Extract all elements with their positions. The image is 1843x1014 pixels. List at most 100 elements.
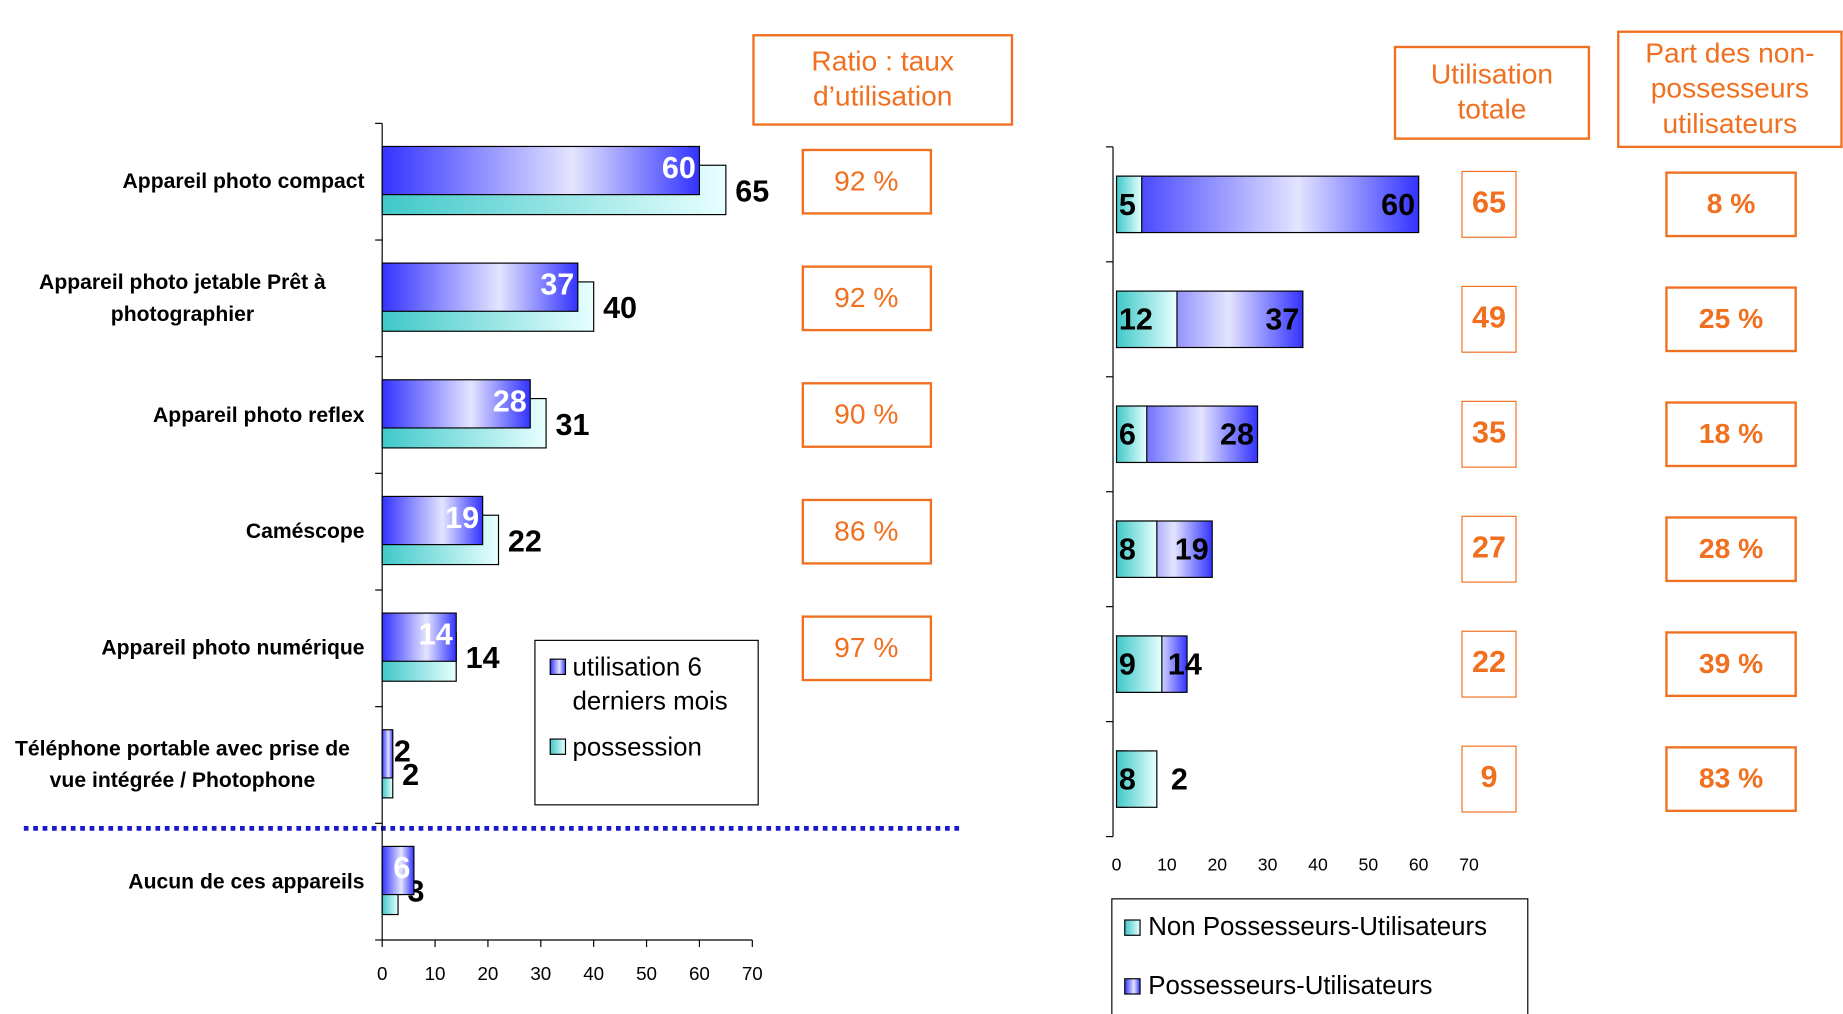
data-label: 60 — [662, 151, 696, 185]
legend-label: Possesseurs-Utilisateurs — [1148, 972, 1432, 1000]
ratio-box — [801, 615, 933, 682]
bar — [1115, 175, 1143, 234]
data-label: 2 — [394, 734, 411, 768]
total-box — [1461, 170, 1517, 238]
total-box — [1461, 745, 1517, 813]
data-label: 37 — [540, 268, 574, 302]
legend-label-wrap: possession — [573, 730, 755, 800]
bar — [1115, 290, 1178, 349]
share-title: Part des non-possesseurs utilisateurs — [1645, 37, 1815, 140]
ratio-label: 86 % — [834, 514, 898, 546]
x-tick-label: 30 — [530, 963, 551, 984]
category-label-wrap: Appareil photo compact — [0, 135, 365, 229]
x-tick-label: 50 — [636, 963, 657, 984]
share-label: 8 % — [1707, 187, 1756, 219]
data-label: 65 — [735, 175, 769, 209]
total-box — [1461, 630, 1517, 698]
legend-label-box: utilisation 6 derniers mois — [573, 650, 755, 720]
share-box — [1665, 401, 1797, 468]
share-title-frame — [1617, 30, 1843, 149]
bar — [1115, 175, 1420, 234]
ratio-box — [801, 498, 933, 565]
category-label: Appareil photo reflex — [153, 402, 365, 427]
x-tick-label: 70 — [1459, 855, 1479, 875]
share-box — [1665, 171, 1797, 238]
total-label: 22 — [1472, 645, 1506, 679]
data-label: 28 — [1220, 418, 1254, 452]
category-label-box: Caméscope — [245, 519, 365, 543]
share-box — [1665, 286, 1797, 353]
share-label: 25 % — [1699, 302, 1763, 334]
data-label: 8 — [1119, 533, 1136, 567]
total-label: 27 — [1472, 530, 1506, 564]
data-label: 28 — [493, 384, 527, 418]
data-label: 6 — [1119, 418, 1136, 452]
bar — [1115, 520, 1158, 578]
ratio-label: 92 % — [834, 281, 898, 313]
bar — [381, 145, 701, 196]
x-tick-label: 20 — [477, 963, 498, 984]
total-label: 35 — [1472, 415, 1506, 449]
x-tick-label: 0 — [377, 963, 387, 984]
category-label-wrap: Appareil photo jetable Prêt à photograph… — [0, 251, 364, 345]
data-label: 8 — [1119, 763, 1136, 797]
category-label: Appareil photo jetable Prêt à photograph… — [39, 270, 326, 326]
data-label: 12 — [1119, 303, 1153, 337]
x-tick-label: 10 — [425, 963, 446, 984]
data-label: 14 — [419, 618, 453, 652]
bar — [381, 379, 531, 429]
bar — [381, 845, 415, 896]
legend-swatch — [549, 738, 567, 755]
data-label: 2 — [402, 758, 419, 792]
legend-label-box: possession — [573, 730, 755, 800]
total-box — [1461, 400, 1517, 468]
ratio-box — [801, 148, 933, 215]
total-title-frame — [1393, 45, 1591, 140]
total-box — [1461, 285, 1517, 353]
category-label-wrap: Aucun de ces appareils — [0, 835, 364, 929]
legend-label: utilisation 6 derniers mois — [572, 652, 728, 716]
category-label: Appareil photo numérique — [101, 635, 365, 660]
ratio-label: 97 % — [834, 631, 898, 663]
ratio-box — [801, 265, 933, 332]
bar — [381, 262, 579, 312]
data-label: 5 — [1119, 188, 1136, 222]
total-label: 49 — [1472, 300, 1506, 334]
category-label-wrap: Appareil photo reflex — [0, 368, 365, 462]
legend — [1111, 898, 1529, 1014]
legend-label-wrap: utilisation 6 derniers mois — [573, 650, 755, 720]
x-tick-label: 60 — [689, 963, 710, 984]
data-label: 2 — [1171, 763, 1188, 797]
total-label: 65 — [1472, 185, 1506, 219]
category-label: Appareil photo compact — [122, 169, 365, 193]
share-box — [1665, 746, 1797, 813]
legend — [534, 639, 759, 806]
share-title-box: Part des non-possesseurs utilisateurs — [1645, 37, 1815, 140]
category-label-box: Appareil photo numérique — [101, 635, 365, 660]
category-label-box: Téléphone portable avec prise de vue int… — [15, 737, 350, 792]
bar — [1115, 750, 1158, 808]
data-label: 14 — [1168, 648, 1202, 682]
x-tick-label: 20 — [1207, 855, 1227, 875]
legend-swatch — [1124, 919, 1141, 936]
legend-swatch — [549, 658, 567, 676]
bar — [1115, 635, 1163, 693]
x-tick-label: 50 — [1359, 855, 1379, 875]
total-title-wrap: Utilisation totale — [1395, 47, 1589, 139]
x-tick-label: 70 — [742, 963, 763, 984]
total-title-box: Utilisation totale — [1395, 47, 1589, 139]
ratio-label: 90 % — [834, 398, 898, 430]
data-label: 14 — [466, 641, 500, 675]
legend-label: possession — [572, 732, 702, 762]
share-label: 39 % — [1699, 647, 1763, 679]
data-label: 22 — [508, 524, 542, 558]
category-label-box: Aucun de ces appareils — [0, 835, 364, 929]
category-label: Caméscope — [245, 519, 365, 543]
legend-label: Non Possesseurs-Utilisateurs — [1148, 913, 1487, 941]
x-tick-label: 10 — [1157, 855, 1177, 875]
total-box — [1461, 515, 1517, 583]
data-label: 37 — [1265, 303, 1299, 337]
share-box — [1665, 516, 1797, 583]
